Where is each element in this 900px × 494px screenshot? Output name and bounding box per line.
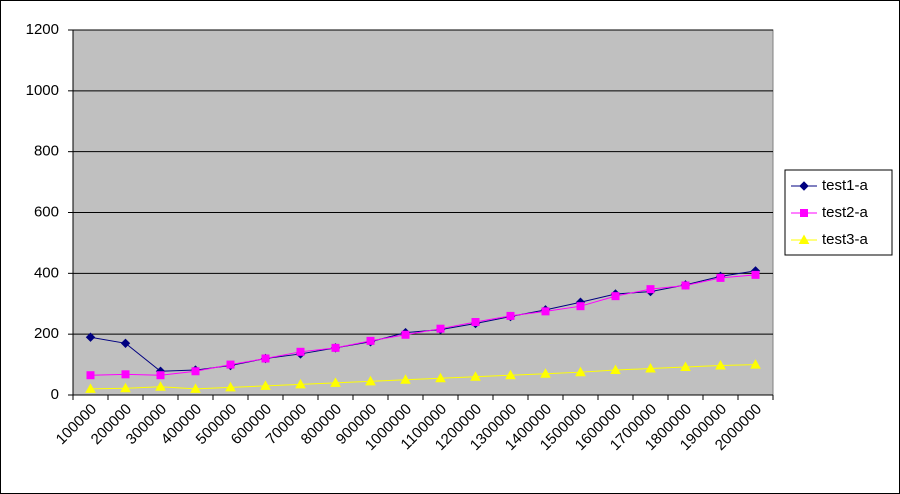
y-tick-label: 600 <box>34 203 59 220</box>
series-line <box>90 364 756 390</box>
marker <box>610 364 621 375</box>
marker <box>261 354 270 363</box>
marker <box>190 383 201 393</box>
legend-marker <box>800 209 808 217</box>
marker <box>120 338 131 348</box>
marker <box>681 281 690 290</box>
y-tick-label: 1200 <box>26 21 59 38</box>
marker <box>471 318 480 326</box>
marker <box>646 285 655 294</box>
marker <box>86 371 95 380</box>
marker <box>576 302 585 311</box>
marker <box>296 347 305 356</box>
marker <box>611 292 620 301</box>
y-tick-label: 400 <box>34 264 59 281</box>
y-tick-label: 1000 <box>26 82 59 99</box>
marker <box>541 307 550 316</box>
marker <box>330 377 341 387</box>
marker <box>85 332 96 342</box>
marker <box>121 370 130 379</box>
marker <box>470 371 481 381</box>
legend-label: test3-a <box>822 231 869 248</box>
y-tick-label: 200 <box>34 325 59 342</box>
marker <box>156 371 165 380</box>
marker <box>400 374 411 384</box>
marker <box>366 336 375 345</box>
series-line <box>90 274 756 376</box>
y-tick-label: 0 <box>51 386 59 403</box>
marker <box>540 368 551 378</box>
legend-marker <box>798 234 810 244</box>
marker <box>225 381 236 392</box>
marker <box>715 359 726 370</box>
marker <box>435 372 446 383</box>
marker <box>401 330 410 339</box>
legend-marker <box>799 181 809 191</box>
marker <box>331 343 340 352</box>
marker <box>155 381 166 391</box>
legend-label: test1-a <box>822 177 869 194</box>
marker <box>191 367 200 376</box>
marker <box>365 375 376 386</box>
y-tick-label: 800 <box>34 143 59 160</box>
series-line <box>90 270 756 372</box>
marker <box>506 311 515 320</box>
marker <box>260 380 271 390</box>
marker <box>645 363 656 373</box>
marker <box>226 360 235 369</box>
marker <box>120 382 131 393</box>
legend-label: test2-a <box>822 204 869 221</box>
marker <box>505 369 516 380</box>
marker <box>680 361 691 372</box>
marker <box>751 270 760 279</box>
marker <box>575 366 586 377</box>
marker <box>750 359 761 369</box>
marker <box>436 324 445 333</box>
marker <box>716 273 725 282</box>
marker <box>85 383 96 393</box>
marker <box>295 378 306 389</box>
